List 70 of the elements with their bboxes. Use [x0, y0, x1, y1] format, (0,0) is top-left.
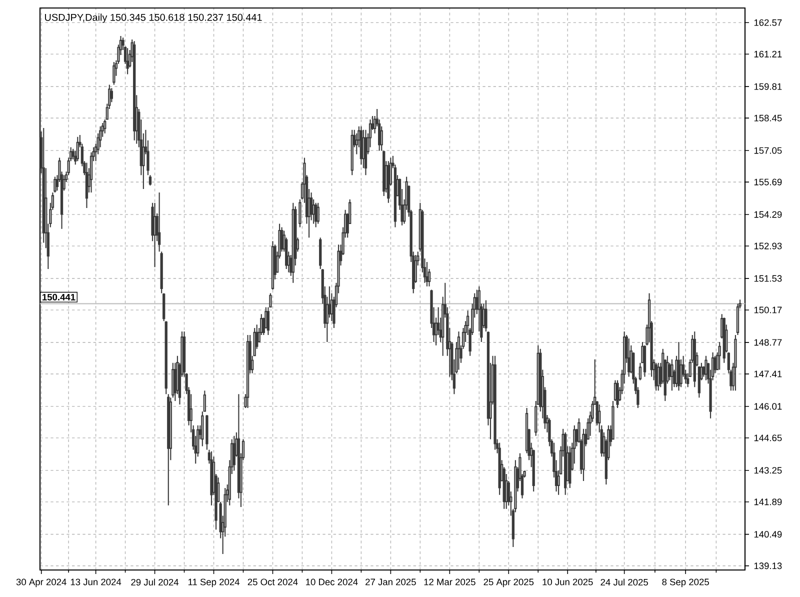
candlestick: [734, 334, 737, 392]
candlestick: [628, 338, 630, 378]
candlestick: [387, 160, 390, 204]
y-tick-label: 154.29: [754, 211, 782, 218]
candlestick: [85, 162, 88, 209]
x-tick-label: 29 Jul 2024: [131, 578, 179, 586]
y-tick-label: 161.21: [754, 50, 782, 58]
candlestick: [148, 174, 152, 186]
candlestick: [126, 48, 129, 75]
y-tick-label: 159.81: [754, 83, 782, 90]
candlestick: [153, 202, 156, 268]
candlestick: [670, 358, 674, 392]
x-tick-label: 27 Jan 2025: [366, 578, 416, 586]
candlestick: [568, 446, 572, 488]
candlestick: [298, 198, 302, 228]
candlestick: [206, 414, 208, 450]
y-tick-label: 139.13: [754, 562, 782, 570]
candlestick: [718, 341, 721, 370]
candlestick: [638, 362, 642, 381]
x-tick-label: 25 Apr 2025: [484, 578, 534, 588]
y-tick-label: 158.45: [754, 114, 782, 122]
y-tick-label: 152.93: [754, 242, 782, 250]
y-tick-label: 162.57: [754, 19, 782, 26]
y-tick-label: 150.17: [754, 306, 782, 314]
x-tick-label: 10 Dec 2024: [306, 578, 358, 586]
candlestick: [167, 394, 170, 506]
text: USDJPY,Daily 150.345 150.618 150.237 150.441: [45, 14, 262, 23]
candlestick: [158, 192, 161, 252]
candlestick: [364, 129, 368, 176]
candlestick: [162, 292, 166, 322]
y-tick-label: 148.77: [754, 339, 782, 346]
y-tick-label: 141.89: [754, 498, 782, 506]
candlestick: [316, 202, 320, 224]
candlestick: [498, 442, 501, 496]
x-tick-label: 12 Mar 2025: [424, 578, 476, 586]
x-tick-label: 30 Apr 2024: [16, 578, 66, 588]
x-tick-label: 24 Jul 2025: [600, 578, 648, 586]
candlestick: [319, 237, 322, 270]
candlestick: [54, 176, 56, 194]
candlestick: [736, 303, 740, 336]
candlestick: [426, 261, 428, 287]
candlestick: [704, 355, 708, 381]
x-tick-label: 13 Jun 2024: [70, 578, 122, 586]
x-tick-label: 8 Sep 2025: [662, 578, 709, 588]
candlestick: [693, 330, 696, 388]
y-tick-label: 144.65: [754, 434, 782, 442]
candlestick: [246, 334, 250, 409]
y-tick-label: 140.49: [754, 531, 782, 538]
x-tick-label: 25 Oct 2024: [248, 578, 298, 586]
candlestick: [112, 61, 116, 86]
candlestick: [657, 362, 660, 392]
candlestick: [133, 40, 136, 141]
candlestick: [172, 362, 174, 398]
x-tick-label: 10 Jun 2025: [542, 578, 593, 586]
candlestick: [90, 152, 93, 194]
candlestick: [314, 202, 318, 228]
candlestick: [564, 432, 567, 496]
candlestick: [457, 330, 460, 370]
y-tick-label: 157.05: [754, 147, 782, 154]
ref-line-label: 150.441: [42, 294, 76, 300]
y-tick-label: 146.01: [754, 403, 782, 410]
candlestick: [164, 320, 168, 395]
candlestick: [382, 150, 386, 196]
y-tick-label: 143.25: [754, 467, 782, 474]
candlestick: [677, 341, 680, 392]
y-tick-label: 151.53: [754, 275, 782, 282]
candlestick: [160, 251, 163, 294]
x-tick-label: 11 Sep 2024: [188, 578, 240, 588]
y-tick-label: 155.69: [754, 178, 782, 186]
y-tick-label: 147.41: [754, 370, 782, 378]
